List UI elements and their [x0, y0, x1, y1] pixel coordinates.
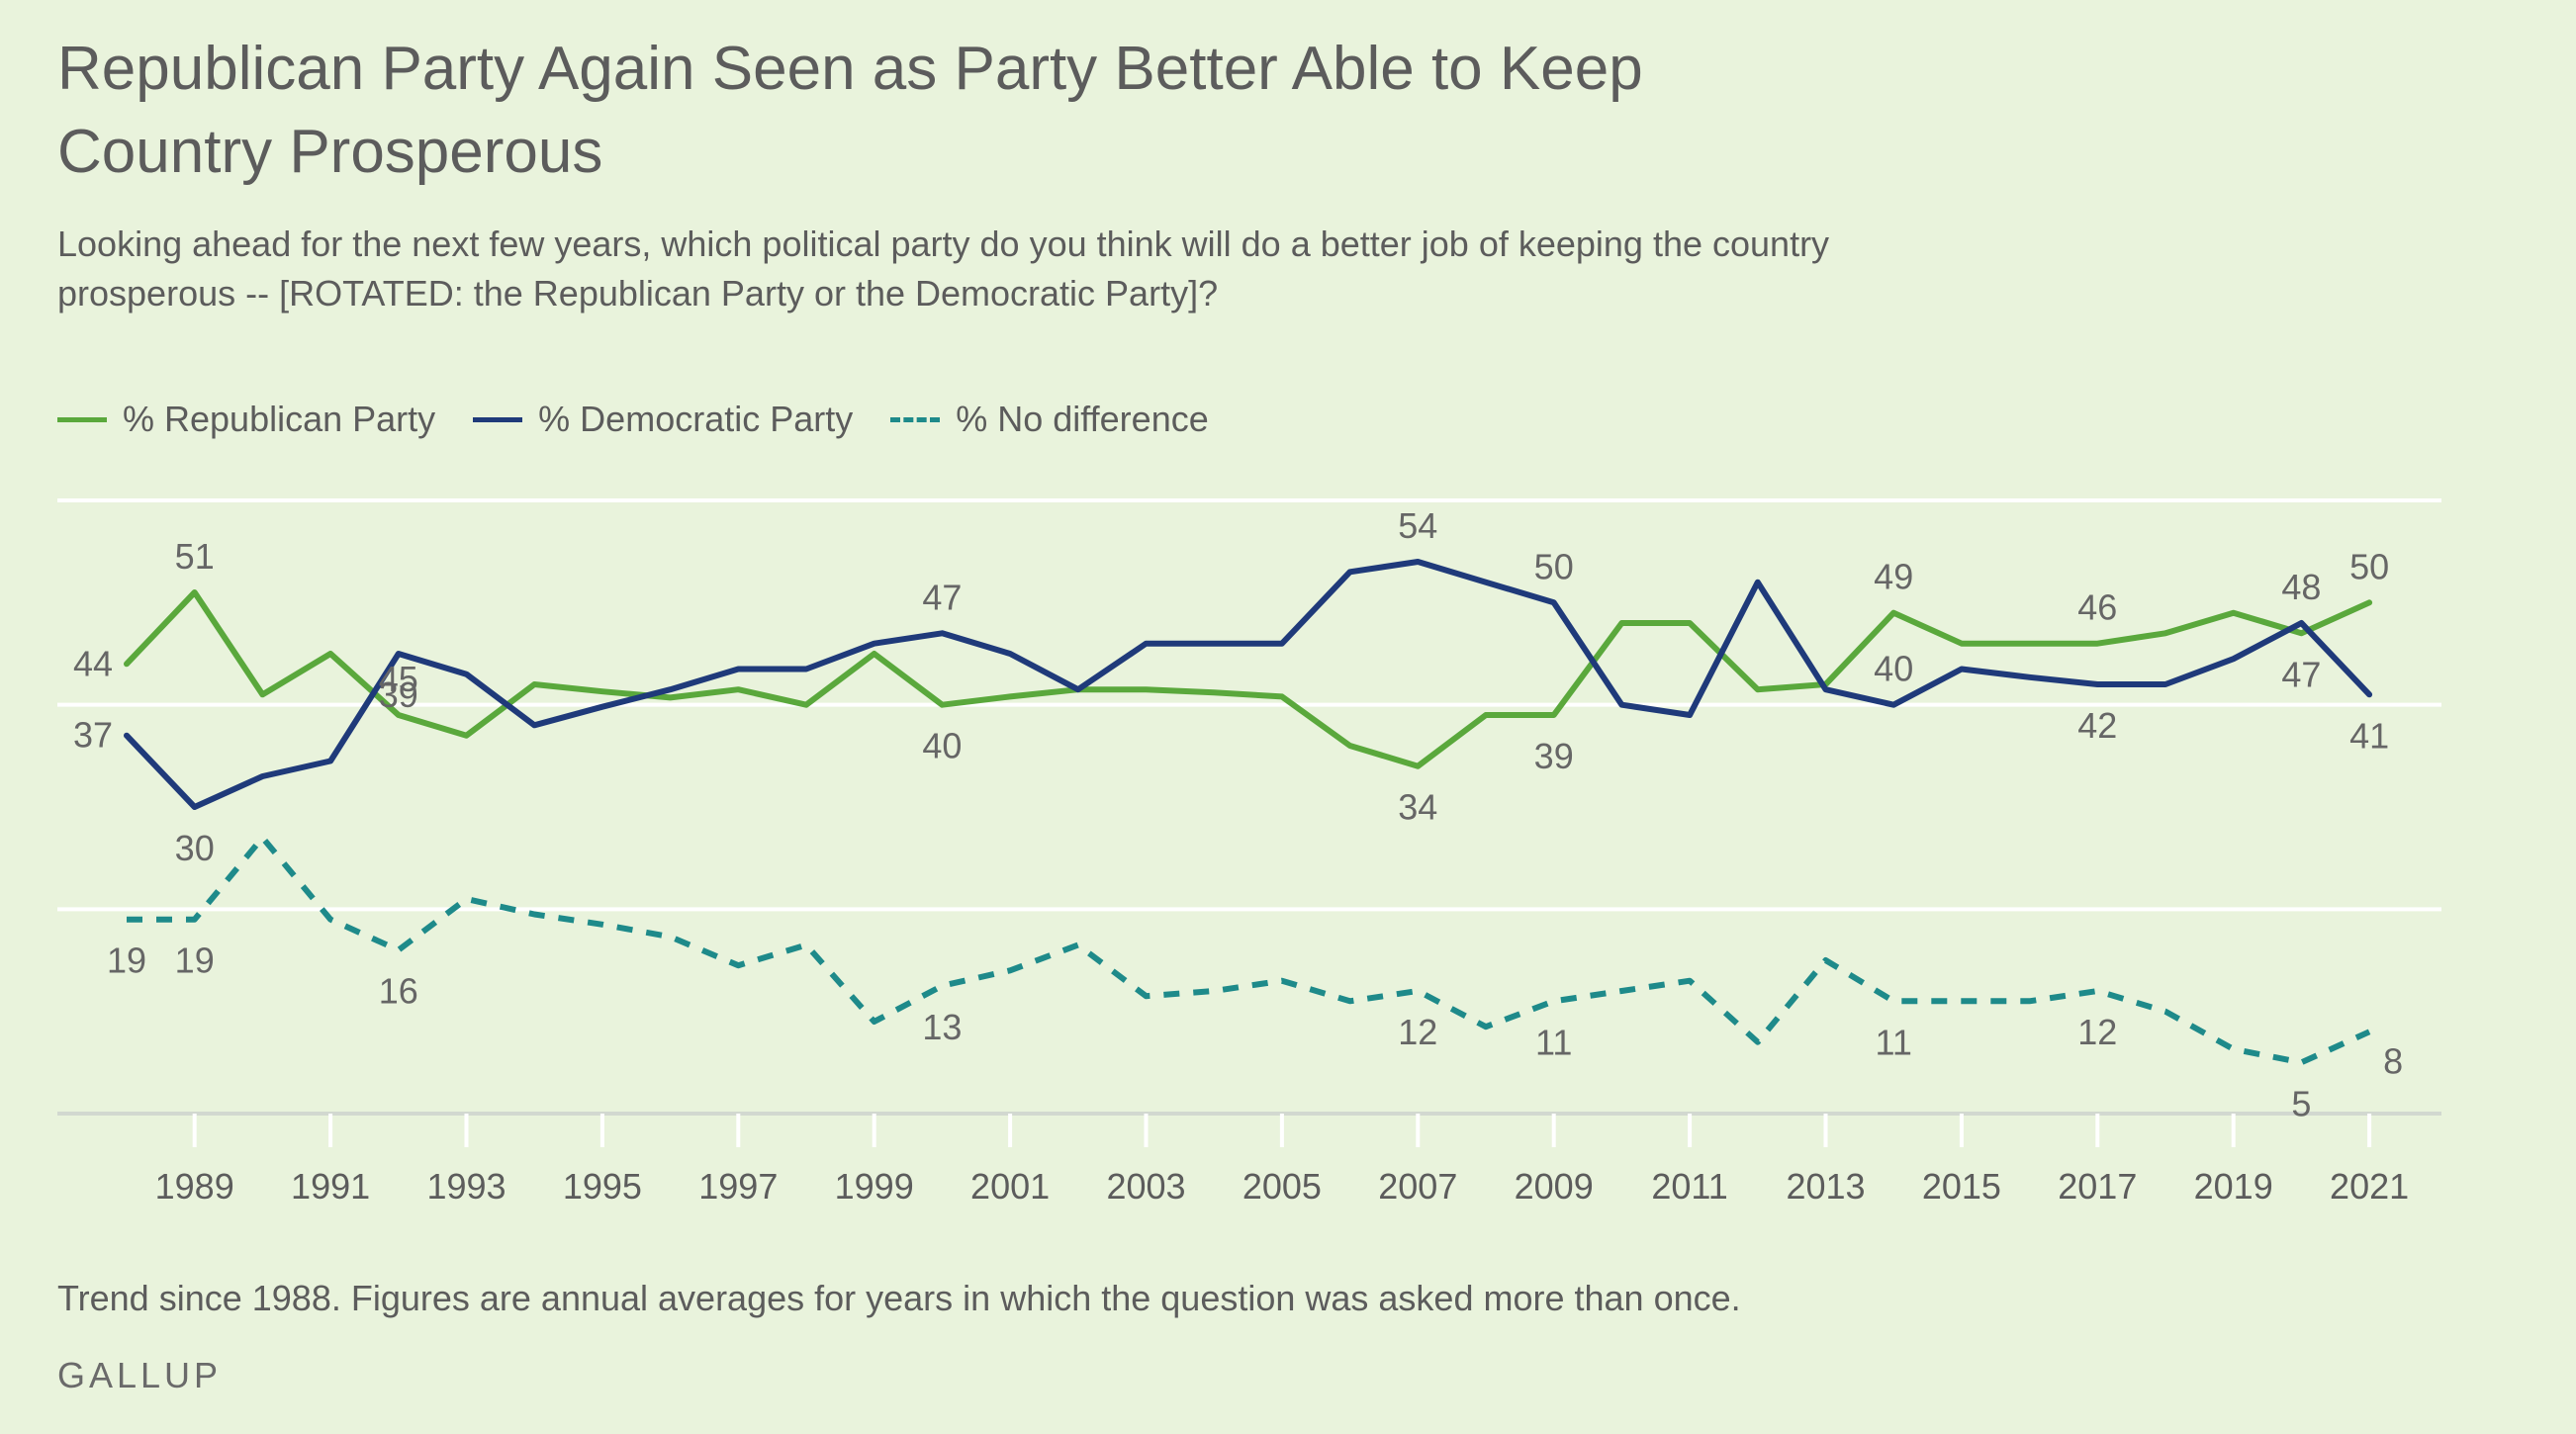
data-label-no-difference-1992: 16 [379, 971, 418, 1012]
data-label-republican-1988: 44 [73, 643, 113, 683]
series-line-democratic [124, 559, 2373, 810]
data-label-republican-2017: 46 [2077, 587, 2117, 628]
x-tick-label-1989: 1989 [155, 1166, 234, 1207]
data-label-democratic-2009: 50 [1534, 546, 1574, 586]
legend-swatch-no-difference [890, 416, 941, 422]
data-label-democratic-2014: 40 [1874, 649, 1913, 689]
series-line-no-difference [127, 835, 2371, 1066]
data-label-republican-2000: 40 [922, 726, 962, 766]
data-label-democratic-1992: 39 [379, 674, 418, 715]
legend-item-republican: % Republican Party [57, 399, 435, 440]
line-chart: 1989 1991 1993 1995 1997 1999 2001 2003 2005 2007… [57, 498, 2441, 1207]
data-label-no-difference-2014: 11 [1876, 1022, 1912, 1062]
data-label-no-difference-2017: 12 [2077, 1012, 2117, 1052]
x-tick-label-1991: 1991 [291, 1166, 370, 1207]
data-label-republican-2009: 39 [1534, 736, 1574, 776]
x-tick-label-1995: 1995 [563, 1166, 642, 1207]
x-tick-label-2017: 2017 [2058, 1166, 2137, 1207]
x-tick-label-1993: 1993 [426, 1166, 506, 1207]
legend-item-no-difference: % No difference [890, 399, 1209, 440]
x-tick-label-2019: 2019 [2194, 1166, 2273, 1207]
x-tick-label-2009: 2009 [1515, 1166, 1594, 1207]
data-label-democratic-2020: 48 [2281, 567, 2321, 607]
data-label-republican-2014: 49 [1874, 557, 1913, 597]
data-label-republican-2007: 34 [1398, 787, 1437, 828]
x-tick-label-1997: 1997 [698, 1166, 778, 1207]
data-label-no-difference-2007: 12 [1398, 1012, 1437, 1052]
data-label-no-difference-2021: 8 [2383, 1040, 2403, 1081]
x-tick-label-2001: 2001 [970, 1166, 1050, 1207]
data-label-democratic-1988: 37 [73, 715, 113, 756]
chart-title: Republican Party Again Seen as Party Bet… [57, 35, 1643, 186]
data-label-republican-1989: 51 [175, 536, 215, 577]
series-line-republican [124, 589, 2373, 769]
legend-label-democratic: % Democratic Party [538, 399, 854, 439]
x-tick-label-2007: 2007 [1378, 1166, 1457, 1207]
chart-legend: % Republican Party % Democratic Party % … [57, 390, 1209, 449]
data-label-democratic-1989: 30 [175, 828, 215, 868]
data-label-democratic-2017: 42 [2077, 705, 2117, 746]
data-label-republican-2021: 50 [2349, 546, 2389, 586]
data-label-republican-1992: 45 [379, 659, 418, 699]
data-label-democratic-2007: 54 [1398, 505, 1437, 546]
data-label-democratic-2000: 47 [922, 577, 962, 617]
x-tick-label-2021: 2021 [2330, 1166, 2409, 1207]
legend-item-democratic: % Democratic Party [473, 399, 853, 440]
data-label-no-difference-2000: 13 [922, 1007, 962, 1047]
legend-label-no-difference: % No difference [956, 399, 1209, 439]
data-label-no-difference-1988: 19 [107, 941, 146, 981]
x-tick-label-2005: 2005 [1242, 1166, 1322, 1207]
x-tick-label-2015: 2015 [1922, 1166, 2001, 1207]
data-label-democratic-2021: 41 [2349, 715, 2389, 756]
x-tick-label-2013: 2013 [1786, 1166, 1865, 1207]
chart-note: Trend since 1988. Figures are annual ave… [57, 1278, 1741, 1318]
x-tick-label-2011: 2011 [1651, 1166, 1727, 1207]
data-label-no-difference-2009: 11 [1535, 1022, 1572, 1062]
gallup-logo: GALLUP [57, 1355, 223, 1395]
x-tick-label-1999: 1999 [835, 1166, 914, 1207]
data-label-no-difference-1989: 19 [175, 941, 215, 981]
legend-swatch-democratic [473, 416, 523, 422]
legend-swatch-republican [57, 416, 107, 422]
data-label-republican-2020: 47 [2281, 654, 2321, 694]
chart-subtitle: Looking ahead for the next few years, wh… [57, 224, 1830, 314]
legend-label-republican: % Republican Party [123, 399, 436, 439]
x-tick-label-2003: 2003 [1106, 1166, 1185, 1207]
data-label-no-difference-2020: 5 [2291, 1083, 2311, 1123]
